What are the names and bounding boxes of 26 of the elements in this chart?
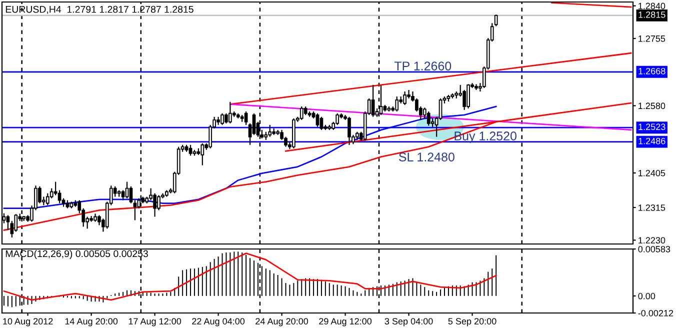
annotation: TP 1.2660 [394,62,452,70]
annotation: SL 1.2480 [398,152,454,162]
y-tick-label: 1.2315 [638,204,666,211]
chart-title: EURUSD,H4 1.2791 1.2817 1.2787 1.2815 [6,6,194,14]
y-tick-label: 1.2755 [638,35,666,42]
ref-line-label: 1.2668 [638,68,666,74]
y-tick-label: -0.00212 [638,310,674,316]
y-tick-label: 0.00583 [638,246,670,252]
y-tick-label: 1.2230 [638,237,666,244]
annotation: Buy 1.2520 [454,132,516,143]
x-tick-label: 14 Aug 20:00 [65,318,118,326]
x-tick-label: 10 Aug 2012 [3,318,53,326]
chart-title: MACD(12,26,9) 0.00505 0.00253 [6,250,148,260]
x-tick-label: 29 Aug 12:00 [319,318,372,326]
y-tick-label: 1.2580 [638,102,666,110]
x-tick-label: 3 Sep 04:00 [384,318,433,326]
x-tick-label: 17 Aug 12:00 [128,318,182,326]
y-tick-label: 0.00 [638,292,656,300]
ref-line-label: 1.2815 [638,11,666,18]
x-tick-label: 24 Aug 20:00 [256,318,308,326]
x-tick-label: 5 Sep 20:00 [448,318,496,326]
x-tick-label: 22 Aug 04:00 [192,318,245,326]
ref-line-label: 1.2523 [638,124,666,130]
ref-line-label: 1.2486 [638,138,666,144]
y-tick-label: 1.2840 [638,2,666,10]
y-tick-label: 1.2405 [638,170,666,176]
